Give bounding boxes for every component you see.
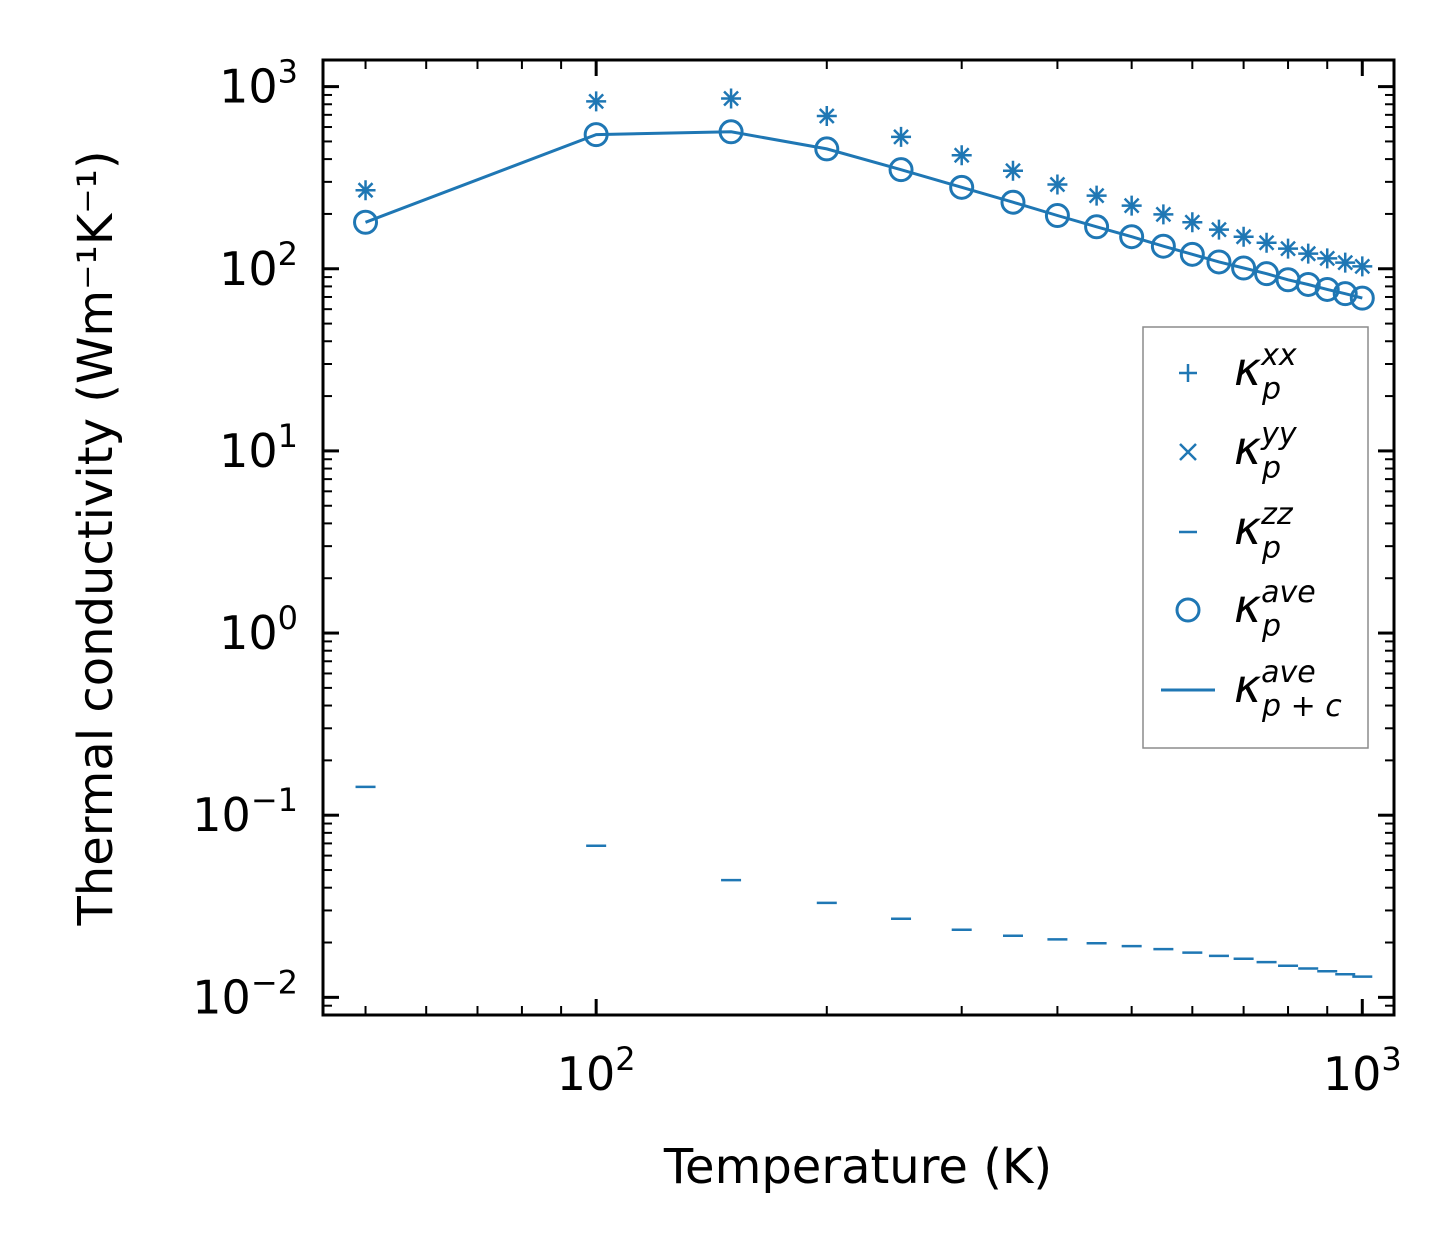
point-kappa-ave	[1150, 233, 1176, 259]
x-tick-label: 102	[557, 1040, 636, 1101]
point-kappa-ave	[949, 174, 975, 200]
point-kappa-ave	[1332, 281, 1358, 307]
x-axis-title: Temperature (K)	[663, 1139, 1052, 1195]
legend-label: κave p	[1234, 575, 1316, 644]
point-kappa-yy	[1235, 228, 1252, 245]
point-kappa-ave	[1084, 214, 1110, 240]
point-kappa-yy	[1123, 197, 1140, 214]
legend-marker-x	[1179, 443, 1197, 461]
point-kappa-yy	[1337, 254, 1354, 271]
point-kappa-ave	[1206, 249, 1232, 275]
point-kappa-ave	[1000, 189, 1026, 215]
point-kappa-yy	[1280, 240, 1296, 257]
point-kappa-yy	[893, 128, 909, 145]
legend-label: κyy p	[1234, 417, 1298, 486]
point-kappa-yy	[1088, 187, 1105, 204]
point-kappa-ave	[1179, 241, 1205, 267]
point-kappa-yy	[1211, 221, 1227, 238]
y-tick-label: 10−1	[192, 781, 298, 842]
series-line-kappa-p-c-ave	[364, 130, 1363, 300]
point-kappa-yy	[1258, 234, 1275, 251]
point-kappa-yy	[1155, 206, 1172, 223]
point-kappa-ave	[1314, 276, 1340, 302]
y-tick-label: 10−2	[192, 963, 298, 1024]
point-kappa-yy	[723, 90, 739, 107]
legend: κxx p κyy p κzz p κave p κave p + c	[1142, 326, 1369, 749]
point-kappa-ave	[814, 136, 840, 162]
data-marks	[353, 88, 1375, 978]
point-kappa-ave	[1044, 203, 1070, 229]
point-kappa-yy	[1319, 250, 1336, 267]
point-kappa-yy	[1300, 245, 1317, 262]
point-kappa-ave	[353, 209, 379, 235]
y-tick-label: 100	[219, 599, 298, 660]
x-tick-label: 103	[1323, 1040, 1402, 1101]
point-kappa-yy	[1005, 162, 1021, 179]
legend-label: κave p + c	[1234, 655, 1342, 724]
y-tick-label: 102	[219, 235, 298, 296]
y-axis-title: Thermal conductivity (Wm⁻¹K⁻¹)	[68, 150, 124, 926]
y-tick-label: 101	[219, 417, 298, 478]
point-kappa-ave	[1231, 255, 1257, 281]
plot-frame	[321, 58, 1396, 1017]
legend-label: κxx p	[1234, 338, 1297, 407]
point-kappa-ave	[1295, 271, 1321, 297]
point-kappa-ave	[888, 157, 914, 183]
legend-marker-plus	[1179, 364, 1197, 382]
legend-box	[1142, 326, 1369, 749]
legend-marker-circle	[1175, 597, 1201, 623]
point-kappa-ave	[1349, 285, 1375, 311]
point-kappa-yy	[818, 108, 835, 124]
point-kappa-yy	[1184, 214, 1201, 231]
point-kappa-yy	[953, 147, 970, 164]
tick-labels: 102 103 103 102 101 100 10−1 10−2	[192, 53, 1401, 1101]
point-kappa-yy	[1354, 258, 1371, 275]
point-kappa-ave	[1119, 224, 1145, 250]
legend-label: κzz p	[1234, 497, 1294, 566]
y-tick-label: 103	[219, 53, 298, 114]
point-kappa-yy	[1049, 176, 1066, 193]
point-kappa-yy	[357, 182, 374, 199]
point-kappa-yy	[588, 93, 605, 110]
